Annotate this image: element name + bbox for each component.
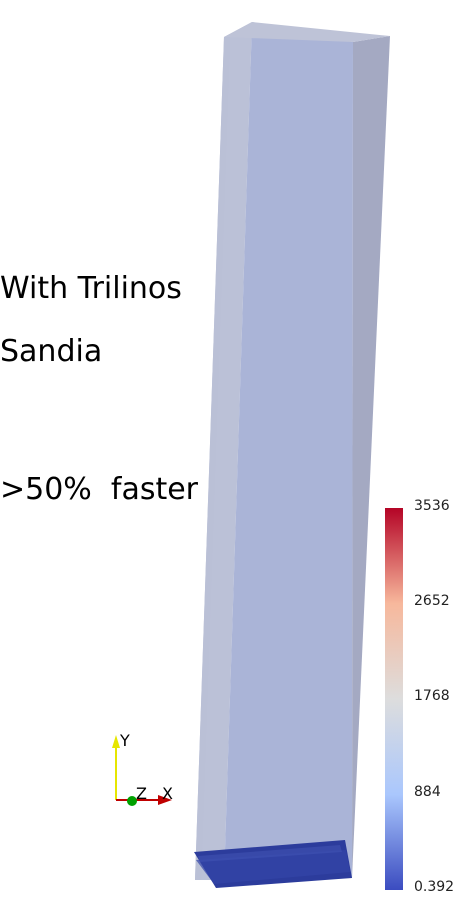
x-axis-arrow xyxy=(158,795,172,805)
domain-volume xyxy=(195,22,390,880)
colorbar-tick-1768: 1768 xyxy=(414,688,450,704)
colorbar-tick-min: 0.392 xyxy=(414,879,455,895)
caption-speedup: >50% faster xyxy=(0,472,199,507)
colorbar xyxy=(385,508,403,890)
caption-with-trilinos: With Trilinos xyxy=(0,271,182,306)
z-axis-marker xyxy=(127,796,137,806)
volume-main-face xyxy=(224,22,353,880)
z-axis-label: Z xyxy=(136,784,147,803)
volume-right-face xyxy=(352,36,390,878)
caption-sandia: Sandia xyxy=(0,334,103,369)
volume-front-face xyxy=(195,22,252,880)
y-axis-label: Y xyxy=(120,731,130,750)
particle-bed xyxy=(194,840,352,888)
orientation-axes[interactable] xyxy=(112,735,172,806)
volume-left-edge xyxy=(195,37,230,880)
colorbar-tick-884: 884 xyxy=(414,784,441,800)
y-axis-arrow xyxy=(112,735,120,748)
colorbar-tick-max: 3536 xyxy=(414,498,450,514)
volume-top-face xyxy=(224,22,390,42)
x-axis-label: X xyxy=(162,784,173,803)
colorbar-tick-2652: 2652 xyxy=(414,593,450,609)
